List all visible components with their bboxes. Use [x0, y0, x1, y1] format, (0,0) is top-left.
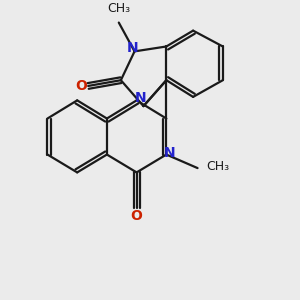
Text: N: N [134, 91, 146, 105]
Text: O: O [131, 208, 142, 223]
Text: CH₃: CH₃ [206, 160, 229, 173]
Text: CH₃: CH₃ [107, 2, 130, 15]
Text: N: N [164, 146, 176, 160]
Text: O: O [75, 79, 87, 93]
Text: N: N [126, 41, 138, 56]
